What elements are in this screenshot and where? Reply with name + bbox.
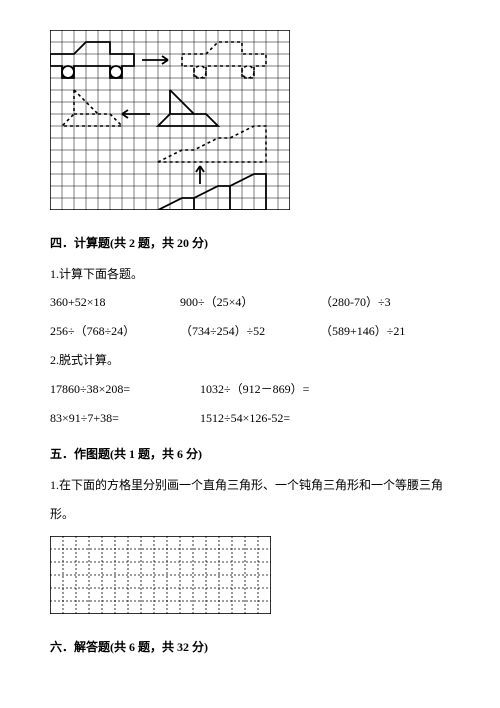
expr-2b: （734÷254）÷52 bbox=[180, 320, 320, 343]
expr-4b: 1512÷54×126-52= bbox=[200, 407, 290, 430]
figure1-svg bbox=[50, 30, 290, 210]
calc-row-2: 256÷（768÷24） （734÷254）÷52 （589+146）÷21 bbox=[50, 320, 450, 343]
section-5-title: 五．作图题(共 1 题，共 6 分) bbox=[50, 443, 450, 466]
s5-q1-line2: 形。 bbox=[50, 503, 450, 526]
calc-row-1: 360+52×18 900÷（25×4） （280-70）÷3 bbox=[50, 291, 450, 314]
expr-3b: 1032÷（912－869）= bbox=[200, 378, 309, 401]
calc-row-3: 17860÷38×208= 1032÷（912－869）= bbox=[50, 378, 450, 401]
expr-1a: 360+52×18 bbox=[50, 291, 180, 314]
expr-1c: （280-70）÷3 bbox=[320, 291, 391, 314]
expr-2a: 256÷（768÷24） bbox=[50, 320, 180, 343]
calc-row-4: 83×91÷7+38= 1512÷54×126-52= bbox=[50, 407, 450, 430]
expr-3a: 17860÷38×208= bbox=[50, 378, 200, 401]
q1-label: 1.计算下面各题。 bbox=[50, 263, 450, 286]
figure2-svg bbox=[50, 536, 271, 614]
q2-label: 2.脱式计算。 bbox=[50, 349, 450, 372]
s5-q1-line1: 1.在下面的方格里分别画一个直角三角形、一个钝角三角形和一个等腰三角 bbox=[50, 474, 450, 497]
section-6-title: 六．解答题(共 6 题，共 32 分) bbox=[50, 636, 450, 659]
figure-translation-grid bbox=[50, 30, 450, 218]
section-4-title: 四．计算题(共 2 题，共 20 分) bbox=[50, 232, 450, 255]
expr-1b: 900÷（25×4） bbox=[180, 291, 320, 314]
expr-4a: 83×91÷7+38= bbox=[50, 407, 200, 430]
figure-draw-grid bbox=[50, 536, 450, 622]
expr-2c: （589+146）÷21 bbox=[320, 320, 405, 343]
page: 四．计算题(共 2 题，共 20 分) 1.计算下面各题。 360+52×18 … bbox=[0, 0, 500, 686]
